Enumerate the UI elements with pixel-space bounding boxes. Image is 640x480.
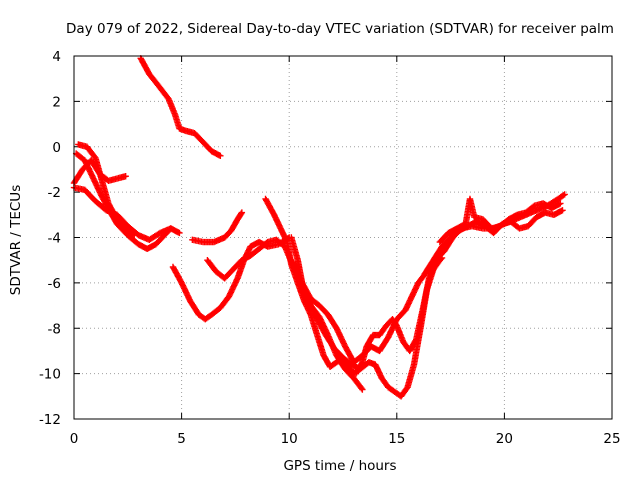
x-tick-labels: 0 5 10 15 20 25 [70,431,621,447]
series-track-13 [436,195,564,246]
data-point-marker [176,229,183,237]
data-point-marker [131,232,138,239]
series-track-12 [421,207,566,277]
series-track-7 [189,209,246,246]
data-point-marker [166,226,173,233]
data-point-marker [238,209,246,216]
y-axis-label: SDTVAR / TECUs [8,185,24,295]
series-track-6 [169,234,293,323]
grid-lines [74,56,612,419]
y-tick-label: 2 [52,94,61,110]
data-point-marker [557,200,564,207]
y-tick-labels: 4 2 0 -2 -4 -6 -8 -10 -12 [39,49,61,428]
series-track-8 [204,236,366,393]
data-point-marker [559,207,566,214]
data-point-marker [167,225,175,232]
y-tick-label: -4 [48,231,61,247]
y-tick-label: -12 [39,412,61,428]
plot-frame [73,55,613,420]
x-tick-label: 10 [281,431,298,447]
x-tick-label: 0 [70,431,79,447]
x-tick-label: 15 [388,431,405,447]
data-point-marker [560,192,567,199]
data-point-marker [359,386,366,393]
data-point-marker [561,191,568,198]
y-tick-label: -10 [39,367,61,383]
x-tick-label: 5 [177,431,186,447]
y-tick-label: -6 [48,276,61,292]
data-point-marker [237,210,245,217]
data-series [70,55,568,400]
data-point-marker [129,231,137,238]
y-tick-label: -2 [48,185,61,201]
chart-title: Day 079 of 2022, Sidereal Day-to-day VTE… [66,21,614,37]
y-tick-label: -8 [48,321,61,337]
data-point-marker [358,385,365,392]
y-tick-label: 0 [52,140,61,156]
x-tick-label: 20 [496,431,513,447]
x-tick-label: 25 [603,431,620,447]
data-point-marker [217,152,224,160]
series-track-4 [75,141,138,239]
x-axis-label: GPS time / hours [283,458,396,474]
data-point-marker [122,173,129,180]
y-tick-label: 4 [52,49,61,65]
series-track-5 [137,55,224,160]
